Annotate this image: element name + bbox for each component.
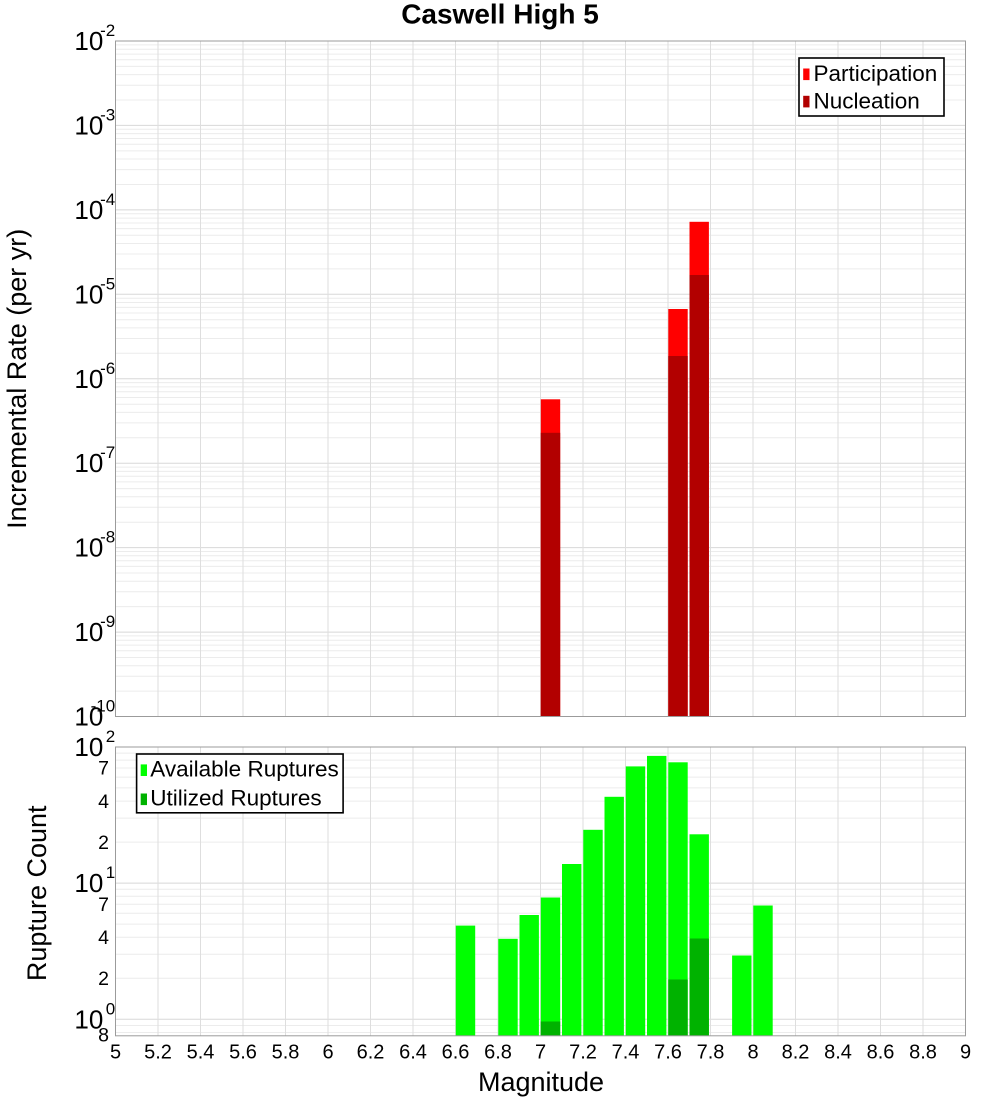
svg-text:10: 10 [74,279,103,309]
svg-text:5.6: 5.6 [229,1042,257,1064]
svg-text:Available Ruptures: Available Ruptures [150,756,338,781]
svg-text:7.6: 7.6 [654,1042,682,1064]
svg-text:10: 10 [74,364,103,394]
svg-text:10: 10 [74,732,103,762]
svg-text:10: 10 [74,448,103,478]
svg-text:5: 5 [110,1042,121,1064]
svg-text:-2: -2 [100,21,115,40]
svg-text:8: 8 [98,1024,109,1046]
svg-text:-3: -3 [100,105,115,124]
svg-text:7.4: 7.4 [612,1042,640,1064]
svg-text:5.4: 5.4 [187,1042,215,1064]
svg-text:10: 10 [74,1004,103,1034]
svg-text:0: 0 [106,999,115,1018]
svg-text:10: 10 [74,702,103,732]
svg-text:Rupture Count: Rupture Count [22,805,52,981]
svg-text:1: 1 [106,863,115,882]
svg-text:Magnitude: Magnitude [478,1067,604,1097]
svg-text:7: 7 [535,1042,546,1064]
svg-text:7.8: 7.8 [697,1042,725,1064]
svg-text:5.2: 5.2 [144,1042,172,1064]
svg-text:8.6: 8.6 [867,1042,895,1064]
svg-text:7: 7 [98,758,109,780]
svg-text:6.4: 6.4 [399,1042,427,1064]
svg-text:10: 10 [74,195,103,225]
svg-text:7.2: 7.2 [569,1042,597,1064]
svg-text:5.8: 5.8 [272,1042,300,1064]
svg-text:6: 6 [322,1042,333,1064]
svg-text:Incremental Rate (per yr): Incremental Rate (per yr) [2,229,32,529]
svg-text:Participation: Participation [814,61,938,86]
svg-text:9: 9 [960,1042,971,1064]
svg-text:-4: -4 [100,190,115,209]
svg-text:4: 4 [98,791,109,813]
svg-text:-8: -8 [100,528,115,547]
svg-text:2: 2 [106,727,115,746]
svg-text:8.8: 8.8 [909,1042,937,1064]
svg-text:Caswell High 5: Caswell High 5 [401,0,599,30]
svg-text:-6: -6 [100,359,115,378]
svg-text:10: 10 [74,26,103,56]
svg-text:-9: -9 [100,612,115,631]
svg-text:2: 2 [98,968,109,990]
svg-text:4: 4 [98,927,109,949]
svg-text:10: 10 [74,533,103,563]
svg-text:10: 10 [74,110,103,140]
svg-text:2: 2 [98,832,109,854]
svg-text:10: 10 [74,617,103,647]
svg-text:6.2: 6.2 [357,1042,385,1064]
svg-text:Utilized Ruptures: Utilized Ruptures [150,785,321,810]
svg-text:-10: -10 [91,697,116,716]
svg-text:6.8: 6.8 [484,1042,512,1064]
svg-text:10: 10 [74,868,103,898]
svg-text:8.2: 8.2 [782,1042,810,1064]
svg-text:8: 8 [747,1042,758,1064]
svg-text:-5: -5 [100,274,115,293]
svg-text:7: 7 [98,894,109,916]
svg-text:6.6: 6.6 [442,1042,470,1064]
svg-text:Nucleation: Nucleation [814,88,920,113]
svg-text:-7: -7 [100,443,115,462]
svg-text:8.4: 8.4 [824,1042,852,1064]
